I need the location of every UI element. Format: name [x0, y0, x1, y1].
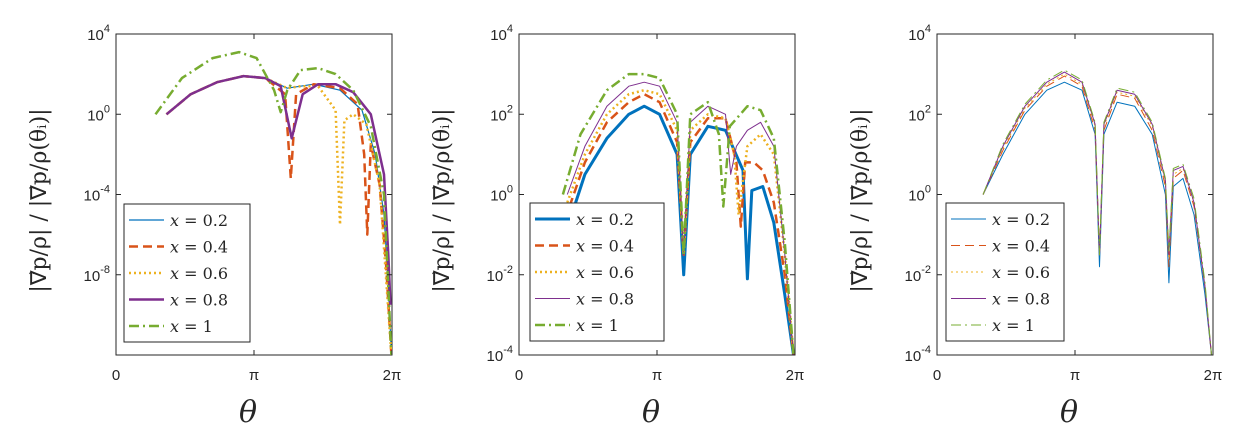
legend-label: x = 0.8	[992, 290, 1050, 309]
legend-label: x = 0.8	[170, 291, 228, 310]
series-line-x-0-8	[566, 81, 794, 355]
y-tick-label: 10-8	[84, 264, 110, 285]
x-tick-label: 2π	[1204, 367, 1223, 384]
series-line-x-0-4	[568, 92, 795, 355]
y-tick-label: 104	[87, 23, 110, 44]
legend-label: x = 0.4	[576, 237, 634, 256]
x-tick-label: 2π	[383, 367, 402, 384]
series-line-x-0-6	[566, 88, 795, 355]
legend-label: x = 0.4	[170, 238, 228, 257]
y-axis-label: |∇⃗p/ρ| / |∇⃗p/ρ(θᵢ)|	[27, 108, 52, 292]
y-axis-label: |∇⃗p/ρ| / |∇⃗p/ρ(θᵢ)|	[430, 108, 455, 292]
series-line-x-1	[154, 50, 392, 355]
panel-1: 0 π 2π 104 100 10-4 10-8 θ |∇⃗p/ρ| / |∇⃗p/ρ(θᵢ)|…	[27, 23, 402, 430]
y-tick-label: 102	[490, 103, 513, 124]
x-axis-label: θ	[642, 395, 660, 430]
y-tick-label: 104	[908, 23, 931, 44]
panel-3: 0 π 2π 104 102 100 10-2 10-4 θ |∇⃗p/ρ| / |∇⃗p/ρ(θ…	[848, 23, 1223, 430]
x-tick-label: π	[652, 367, 662, 384]
panel-2: 0 π 2π 104 102 100 10-2 10-4 θ |∇⃗p/ρ| / |∇⃗p/ρ(θ…	[430, 23, 805, 430]
y-tick-label: 10-4	[84, 184, 110, 205]
series-line-x-0-2	[570, 104, 795, 355]
legend-label: x = 0.2	[992, 210, 1050, 229]
y-tick-label: 10-4	[905, 344, 931, 365]
legend-label: x = 0.8	[576, 290, 634, 309]
series-line-x-0-2	[982, 81, 1212, 355]
series-line-x-0-8	[165, 74, 392, 305]
y-tick-label: 100	[908, 184, 931, 205]
y-axis-label: |∇⃗p/ρ| / |∇⃗p/ρ(θᵢ)|	[848, 108, 873, 292]
legend-box	[529, 202, 665, 342]
series-line-x-0-4	[982, 75, 1212, 355]
y-axis-label-text: |∇⃗p/ρ| / |∇⃗p/ρ(θᵢ)|	[848, 108, 873, 292]
series-group	[982, 69, 1212, 355]
legend-label: x = 0.2	[170, 211, 228, 230]
y-tick-label: 104	[490, 23, 513, 44]
series-group	[154, 50, 392, 355]
y-tick-label: 102	[908, 103, 931, 124]
x-axis-label: θ	[1060, 395, 1078, 430]
legend: x = 0.2 x = 0.4 x = 0.6 x = 0.8 x = 1	[123, 203, 251, 343]
x-tick-label: 2π	[786, 367, 805, 384]
x-tick-label: 0	[515, 367, 523, 384]
x-axis-label: θ	[239, 395, 257, 430]
y-tick-label: 100	[490, 184, 513, 205]
legend-label: x = 0.6	[170, 264, 228, 283]
legend-label: x = 1	[992, 316, 1035, 335]
legend: x = 0.2 x = 0.4 x = 0.6 x = 0.8 x = 1	[945, 202, 1065, 342]
legend-label: x = 1	[576, 316, 619, 335]
legend-label: x = 0.6	[992, 263, 1050, 282]
series-group	[561, 72, 795, 355]
legend-label: x = 0.4	[992, 237, 1050, 256]
y-axis-label-text: |∇⃗p/ρ| / |∇⃗p/ρ(θᵢ)|	[430, 108, 455, 292]
legend-label: x = 1	[170, 317, 213, 336]
series-line-x-1	[561, 72, 795, 355]
legend-box	[945, 202, 1065, 342]
series-line-x-0-6	[982, 73, 1212, 355]
y-tick-label: 10-4	[487, 344, 513, 365]
x-tick-label: π	[1070, 367, 1080, 384]
y-axis-label-text: |∇⃗p/ρ| / |∇⃗p/ρ(θᵢ)|	[27, 108, 52, 292]
x-tick-label: 0	[112, 367, 120, 384]
series-line-x-1	[982, 69, 1212, 355]
series-line-x-0-8	[982, 71, 1212, 355]
legend: x = 0.2 x = 0.4 x = 0.6 x = 0.8 x = 1	[529, 202, 665, 342]
y-tick-label: 100	[87, 103, 110, 124]
y-tick-label: 10-2	[487, 264, 513, 285]
x-tick-label: 0	[933, 367, 941, 384]
y-tick-label: 10-2	[905, 264, 931, 285]
x-tick-label: π	[249, 367, 259, 384]
legend-label: x = 0.6	[576, 263, 634, 282]
legend-label: x = 0.2	[576, 210, 634, 229]
